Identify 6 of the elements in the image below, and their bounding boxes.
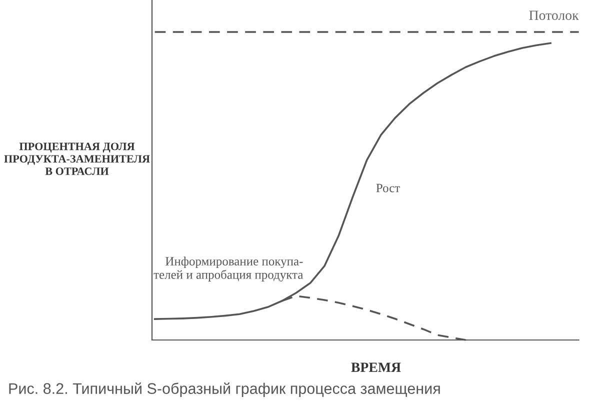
text: Рис. 8.2. Типичный S-образный график процесса замещения	[9, 382, 440, 397]
y-axis-title: ПРОЦЕНТНАЯ ДОЛЯ ПРОДУКТА-ЗАМЕНИТЕЛЯ В ОТРАСЛИ	[4, 142, 150, 175]
series-label: Потолок	[529, 10, 579, 20]
annotation: Информирование покупа- телей и апробация продукта	[154, 256, 304, 282]
x-axis-title: ВРЕМЯ	[351, 362, 401, 372]
annotation: Рост	[376, 184, 400, 192]
